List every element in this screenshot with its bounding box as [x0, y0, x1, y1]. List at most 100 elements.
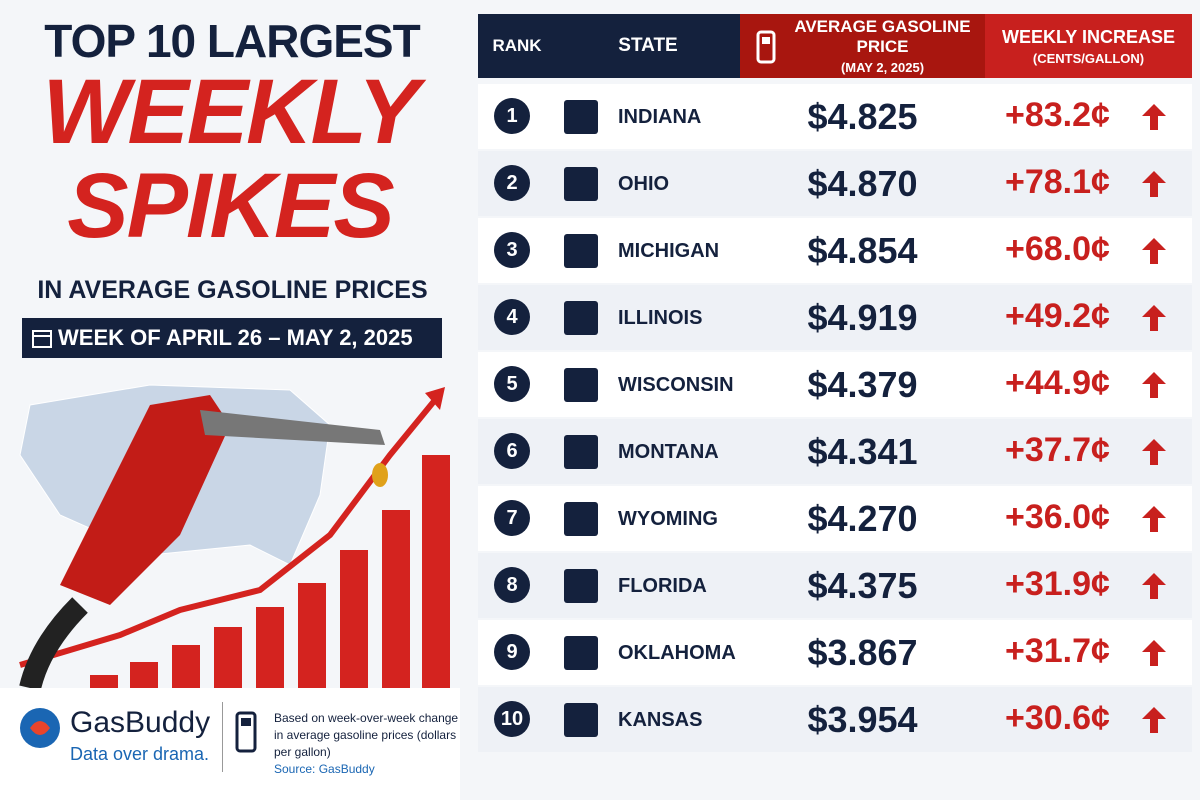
column-header: STATE — [556, 14, 740, 78]
pump-nozzle — [60, 395, 230, 605]
up-arrow — [1142, 439, 1166, 465]
tagline: Data over drama. — [70, 744, 210, 764]
table-row: 8 FLORIDA $4.375 +31.9¢ — [478, 553, 1192, 618]
up-arrow — [1142, 238, 1166, 264]
state-name: ILLINOIS — [618, 307, 703, 329]
weekly-increase: +31.9¢ — [1005, 565, 1110, 603]
state-icon — [564, 569, 598, 603]
state-icon — [564, 502, 598, 536]
state-icon — [564, 234, 598, 268]
state-name: OKLAHOMA — [618, 642, 736, 664]
up-arrow-shape — [1142, 439, 1166, 465]
price: $4.375 — [807, 565, 918, 606]
table: RANK STATE AVERAGE GASOLINE PRICE (MAY 2… — [478, 14, 1192, 754]
state-name: OHIO — [618, 173, 670, 195]
header-subtext: (MAY 2, 2025) — [840, 60, 925, 75]
up-arrow-shape — [1142, 171, 1166, 197]
weekly-increase: +31.7¢ — [1005, 632, 1110, 670]
rank-badge: 5 — [494, 366, 530, 402]
weekly-increase: +36.0¢ — [1005, 498, 1110, 536]
state-name: INDIANA — [618, 106, 702, 128]
header-subtext: (CENTS/GALLON) — [1032, 50, 1145, 66]
up-arrow-shape — [1142, 104, 1166, 130]
state-icon — [564, 368, 598, 402]
rank-badge: 2 — [494, 165, 530, 201]
title-line: TOP 10 LARGEST — [44, 15, 420, 67]
source: Source: GasBuddy — [274, 762, 375, 776]
trend-arrow — [19, 398, 438, 668]
column-header: WEEKLY INCREASE (CENTS/GALLON) — [985, 14, 1192, 78]
weekly-increase: +83.2¢ — [1005, 96, 1110, 134]
state-icon — [564, 167, 598, 201]
up-arrow-shape — [1142, 506, 1166, 532]
brand-logo — [20, 708, 60, 748]
weekly-increase: +44.9¢ — [1005, 364, 1110, 402]
price: $4.379 — [807, 364, 918, 405]
table-row: 5 WISCONSIN $4.379 +44.9¢ — [478, 352, 1192, 417]
state-name: FLORIDA — [618, 575, 707, 597]
week-text: WEEK OF APRIL 26 – MAY 2, 2025 — [58, 325, 413, 350]
table-row: 9 OKLAHOMA $3.867 +31.7¢ — [478, 620, 1192, 685]
column-header: AVERAGE GASOLINE PRICE (MAY 2, 2025) — [740, 14, 985, 78]
header-text: AVERAGE GASOLINE PRICE — [794, 17, 971, 56]
rank-badge: 4 — [494, 299, 530, 335]
state-name: WISCONSIN — [618, 374, 734, 396]
price: $4.270 — [807, 498, 918, 539]
weekly-increase: +49.2¢ — [1005, 297, 1110, 335]
table-row: 6 MONTANA $4.341 +37.7¢ — [478, 419, 1192, 484]
up-arrow-shape — [1142, 707, 1166, 733]
price: $4.854 — [807, 230, 918, 271]
calendar-icon — [32, 330, 52, 348]
note-line: in average gasoline prices (dollars per … — [274, 728, 457, 759]
price: $3.954 — [807, 699, 918, 740]
rank-badge: 10 — [494, 701, 530, 737]
rank-badge: 6 — [494, 433, 530, 469]
up-arrow-shape — [1142, 372, 1166, 398]
price: $3.867 — [807, 632, 918, 673]
illustration — [19, 384, 450, 688]
weekly-increase: +78.1¢ — [1005, 163, 1110, 201]
up-arrow-shape — [1142, 573, 1166, 599]
table-row: 2 OHIO $4.870 +78.1¢ — [478, 151, 1192, 216]
up-arrow — [1142, 573, 1166, 599]
rank-badge: 1 — [494, 98, 530, 134]
state-icon — [564, 636, 598, 670]
up-arrow-shape — [1142, 305, 1166, 331]
table-row: 4 ILLINOIS $4.919 +49.2¢ — [478, 285, 1192, 350]
rank-badge: 3 — [494, 232, 530, 268]
up-arrow-shape — [1142, 640, 1166, 666]
up-arrow — [1142, 506, 1166, 532]
pump-icon — [756, 30, 776, 64]
week-banner: WEEK OF APRIL 26 – MAY 2, 2025 — [22, 318, 442, 358]
subtitle: IN AVERAGE GASOLINE PRICES — [37, 276, 428, 304]
table-row: 10 KANSAS $3.954 +30.6¢ — [478, 687, 1192, 752]
table-row: 1 INDIANA $4.825 +83.2¢ — [478, 84, 1192, 149]
title-line: WEEKLY — [42, 61, 420, 163]
footnote: Based on week-over-week change in averag… — [274, 710, 460, 778]
up-arrow — [1142, 104, 1166, 130]
state-name: KANSAS — [618, 709, 703, 731]
up-arrow — [1142, 707, 1166, 733]
title-line: SPIKES — [67, 155, 394, 257]
footer: GasBuddy Data over drama. Based on week-… — [0, 688, 460, 800]
header-text: WEEKLY INCREASE — [1001, 26, 1176, 47]
state-icon — [564, 301, 598, 335]
rank-badge: 8 — [494, 567, 530, 603]
up-arrow — [1142, 305, 1166, 331]
state-icon — [564, 100, 598, 134]
rank-badge: 7 — [494, 500, 530, 536]
bars — [90, 455, 450, 688]
table-row: 7 WYOMING $4.270 +36.0¢ — [478, 486, 1192, 551]
column-header: RANK — [478, 14, 556, 78]
rank-badge: 9 — [494, 634, 530, 670]
pump-icon — [235, 711, 257, 753]
weekly-increase: +68.0¢ — [1005, 230, 1110, 268]
note-line: Based on week-over-week change — [274, 711, 459, 725]
up-arrow — [1142, 372, 1166, 398]
state-name: WYOMING — [618, 508, 718, 530]
state-name: MICHIGAN — [618, 240, 720, 262]
up-arrow-shape — [1142, 238, 1166, 264]
price: $4.341 — [807, 431, 918, 472]
weekly-increase: +30.6¢ — [1005, 699, 1110, 737]
